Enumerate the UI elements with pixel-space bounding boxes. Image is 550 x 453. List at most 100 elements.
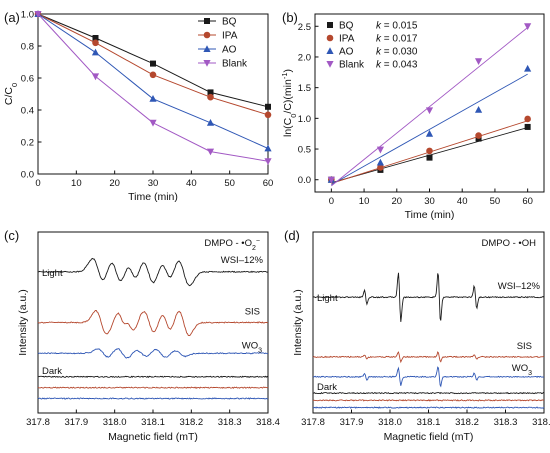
data-point: [474, 105, 483, 113]
x-axis-label: Magnetic field (mT): [108, 431, 198, 443]
x-tick-label: 318.3: [494, 417, 518, 428]
x-tick-label: 20: [109, 178, 120, 189]
text-span: k: [376, 47, 382, 58]
data-point: [149, 71, 157, 79]
text-span: = 0.043: [381, 60, 418, 71]
legend-label: Blank: [339, 60, 365, 71]
panel-label: (d): [284, 228, 300, 243]
data-point: [376, 158, 385, 166]
legend-label: AO: [339, 47, 354, 58]
y-tick-label: 0.5: [298, 145, 311, 156]
text-span: C/C: [3, 87, 15, 106]
legend-label: IPA: [339, 34, 355, 45]
legend-marker: [326, 61, 334, 68]
y-tick-label: 1.5: [298, 83, 311, 94]
x-tick-label: 60: [522, 196, 533, 207]
x-tick-label: 10: [71, 178, 82, 189]
text-span: WSI–12%: [221, 255, 264, 266]
series-label: SIS: [517, 341, 532, 352]
data-point: [426, 154, 433, 161]
data-point: [264, 144, 272, 152]
light-label: Light: [317, 293, 338, 304]
y-axis-label: ln(C0/C)(min-1): [280, 69, 298, 137]
text-span: WSI–12%: [498, 281, 541, 292]
legend-marker: [326, 47, 334, 54]
data-point: [425, 107, 434, 115]
legend-label: AO: [222, 45, 237, 56]
text-span: 2: [252, 245, 256, 252]
panel-label: (a): [4, 10, 20, 25]
data-point: [474, 58, 483, 66]
data-point: [92, 39, 99, 47]
x-tick-label: 50: [224, 178, 235, 189]
data-point: [149, 119, 157, 127]
spectrum-line: [312, 391, 545, 395]
legend-marker: [203, 45, 211, 52]
x-tick-label: 317.8: [26, 417, 50, 428]
x-tick-label: 318.2: [455, 417, 479, 428]
x-tick-label: 0: [35, 178, 40, 189]
x-tick-label: 318.0: [378, 417, 402, 428]
text-span: -1: [280, 72, 289, 79]
legend-marker: [203, 31, 211, 39]
text-span: k: [376, 60, 382, 71]
chart-title: DMPO - •OH: [481, 238, 536, 249]
data-point: [206, 148, 215, 156]
plot-frame: [312, 231, 545, 414]
legend-k-value: k = 0.015: [376, 21, 418, 32]
x-tick-label: 10: [359, 196, 370, 207]
chart-title: DMPO - •O2−: [204, 238, 260, 252]
legend-k-value: k = 0.030: [376, 47, 418, 58]
legend-label: Blank: [222, 59, 248, 70]
x-tick-label: 318.3: [218, 417, 242, 428]
y-tick-label: 0.2: [21, 138, 34, 149]
data-point: [206, 119, 215, 126]
legend-k-value: k = 0.043: [376, 60, 418, 71]
x-tick-label: 318.4: [532, 417, 550, 428]
data-point: [207, 93, 214, 101]
text-span: ln(C: [282, 117, 294, 137]
x-axis-label: Time (min): [405, 209, 455, 221]
x-tick-label: 318.1: [141, 417, 165, 428]
text-span: SIS: [245, 307, 260, 318]
y-tick-label: 0.0: [298, 175, 311, 186]
legend-k-value: k = 0.017: [376, 34, 418, 45]
x-tick-label: 318.2: [179, 417, 203, 428]
x-axis-label: Time (min): [128, 191, 178, 203]
panel-a: 0 10 20 30 40 50 60 0.0 0.2 0.4 0.6 0.8 1.0 Time (min…: [3, 10, 273, 204]
x-axis-label: Magnetic field (mT): [384, 431, 474, 443]
y-tick-label: 0.0: [21, 170, 34, 181]
x-tick-label: 30: [424, 196, 435, 207]
data-point: [91, 48, 100, 56]
y-tick-label: 1.0: [21, 10, 34, 21]
legend-label: IPA: [222, 31, 238, 42]
x-tick-label: 318.1: [417, 417, 441, 428]
text-span: DMPO - •O: [204, 238, 252, 249]
y-axis-label: Intensity (a.u.): [17, 289, 29, 356]
data-point: [425, 129, 434, 137]
y-tick-label: 2.5: [298, 22, 311, 33]
y-tick-label: 0.6: [21, 74, 34, 85]
data-point: [92, 35, 99, 41]
spectrum-line: [312, 351, 545, 364]
text-span: DMPO - •OH: [481, 238, 536, 249]
text-span: 0: [10, 83, 19, 87]
text-span: k: [376, 21, 382, 32]
data-point: [524, 123, 531, 130]
legend-marker: [326, 34, 334, 42]
fit-line: [331, 27, 528, 187]
data-point: [524, 115, 531, 123]
spectrum-line: [312, 272, 545, 322]
data-point: [426, 147, 433, 155]
panel-b: 0 10 20 30 40 50 60 0.0 0.5 1.0 1.5 2.0 2.5 Time (min…: [280, 10, 545, 221]
dark-label: Dark: [317, 382, 337, 393]
panel-label: (c): [4, 228, 19, 243]
spectrum-line: [37, 386, 269, 389]
spectrum-line: [37, 348, 269, 359]
data-point: [91, 73, 100, 81]
x-tick-label: 20: [391, 196, 402, 207]
x-tick-label: 40: [186, 178, 197, 189]
y-tick-label: 1.0: [298, 114, 311, 125]
series-label: WSI–12%: [221, 255, 264, 266]
text-span: 3: [258, 347, 262, 354]
